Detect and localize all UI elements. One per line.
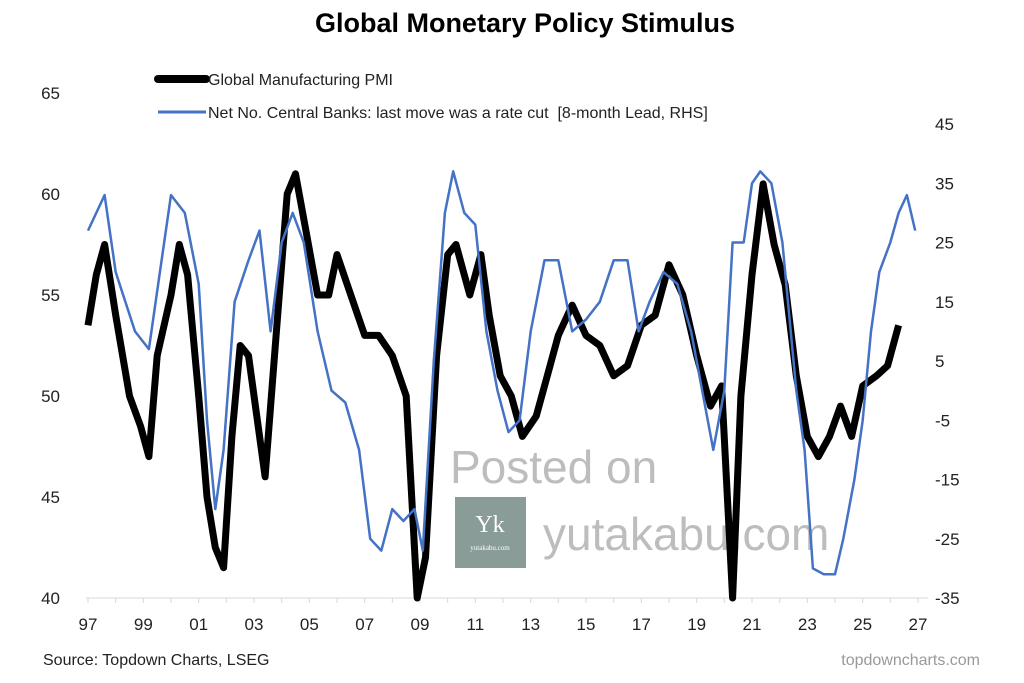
- x-tick-label: 21: [743, 615, 762, 634]
- x-tick-label: 01: [189, 615, 208, 634]
- series-line-central-banks: [86, 170, 917, 576]
- x-tick-label: 99: [134, 615, 153, 634]
- left-tick-label: 45: [41, 488, 60, 507]
- right-tick-label: 35: [935, 174, 954, 193]
- x-tick-label: 25: [853, 615, 872, 634]
- watermark-line2: yutakabu.com: [543, 508, 829, 560]
- x-tick-label: 05: [300, 615, 319, 634]
- legend-label-pmi: Global Manufacturing PMI: [208, 72, 393, 89]
- series-lines: [84, 170, 917, 602]
- right-tick-label: 25: [935, 234, 954, 253]
- x-tick-label: 19: [687, 615, 706, 634]
- watermark-line1: Posted on: [450, 441, 657, 493]
- chart-title: Global Monetary Policy Stimulus: [315, 8, 735, 38]
- watermark-logo-text: Yk: [475, 512, 504, 538]
- x-axis: 97 99 01 03 05 07 09 11 13 15 17 19 21 23 25 27: [79, 597, 928, 634]
- legend-label-banks: Net No. Central Banks: last move was a r…: [208, 105, 708, 122]
- right-tick-label: 45: [935, 115, 954, 134]
- x-tick-label: 97: [79, 615, 98, 634]
- right-tick-label: -5: [935, 411, 950, 430]
- x-tick-label: 15: [577, 615, 596, 634]
- left-tick-label: 40: [41, 589, 60, 608]
- x-tick-label: 27: [909, 615, 928, 634]
- right-tick-label: -25: [935, 530, 960, 549]
- legend: Global Manufacturing PMI Net No. Central…: [154, 72, 708, 122]
- x-tick-label: 07: [355, 615, 374, 634]
- brand-credit: topdowncharts.com: [841, 652, 980, 669]
- right-axis: -35 -25 -15 -5 5 15 25 35 45: [935, 115, 960, 608]
- source-note: Source: Topdown Charts, LSEG: [43, 652, 270, 669]
- left-tick-label: 60: [41, 185, 60, 204]
- right-tick-label: -15: [935, 471, 960, 490]
- watermark: Posted on Yk yutakabu.com yutakabu.com: [450, 441, 829, 568]
- watermark-logo-sub: yutakabu.com: [470, 544, 510, 552]
- series-line-pmi: [84, 170, 902, 602]
- x-tick-label: 03: [245, 615, 264, 634]
- watermark-logo: [455, 497, 526, 568]
- right-tick-label: 15: [935, 293, 954, 312]
- right-tick-label: 5: [935, 352, 944, 371]
- x-tick-label: 11: [467, 615, 485, 634]
- x-tick-label: 13: [521, 615, 540, 634]
- x-tick-label: 09: [411, 615, 430, 634]
- left-tick-label: 50: [41, 387, 60, 406]
- x-tick-label: 17: [632, 615, 651, 634]
- left-tick-label: 65: [41, 84, 60, 103]
- x-tick-label: 23: [798, 615, 817, 634]
- right-tick-label: -35: [935, 589, 960, 608]
- left-tick-label: 55: [41, 286, 60, 305]
- left-axis: 40 45 50 55 60 65: [41, 84, 60, 608]
